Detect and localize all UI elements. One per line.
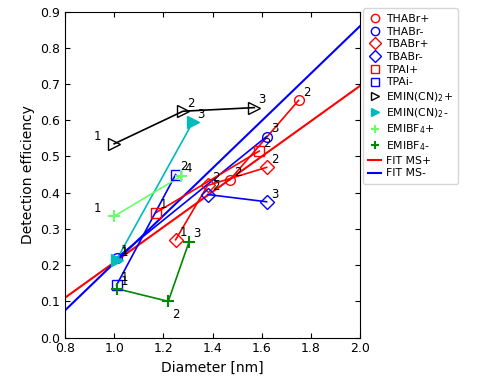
Text: 3: 3: [271, 122, 278, 135]
Text: 1: 1: [121, 274, 128, 288]
Text: 3: 3: [194, 227, 200, 241]
Text: 1: 1: [121, 271, 128, 284]
Text: 4: 4: [184, 162, 192, 175]
Text: 3: 3: [197, 108, 204, 121]
Text: 2: 2: [172, 308, 180, 321]
Text: 2: 2: [271, 153, 278, 166]
Text: 2: 2: [212, 171, 219, 184]
Text: 1: 1: [94, 130, 101, 143]
Text: 1: 1: [180, 225, 188, 239]
Text: 3: 3: [271, 187, 278, 201]
Text: 2: 2: [234, 166, 241, 179]
Text: 2: 2: [302, 86, 310, 99]
Text: 3: 3: [258, 94, 266, 106]
Text: 1: 1: [94, 202, 101, 215]
Text: 2: 2: [212, 180, 219, 193]
Text: 1: 1: [160, 198, 168, 211]
Text: 1: 1: [121, 246, 128, 258]
Legend: THABr+, THABr-, TBABr+, TBABr-, TPAI+, TPAi-, EMIN(CN)$_2$+, EMIN(CN)$_2$-, EMIB: THABr+, THABr-, TBABr+, TBABr-, TPAI+, T…: [363, 9, 458, 184]
Y-axis label: Detection efficiency: Detection efficiency: [20, 105, 34, 244]
Text: 2: 2: [180, 160, 188, 173]
Text: 1: 1: [121, 244, 128, 257]
Text: 2: 2: [187, 97, 194, 110]
X-axis label: Diameter [nm]: Diameter [nm]: [161, 361, 264, 375]
Text: 2: 2: [264, 137, 271, 150]
